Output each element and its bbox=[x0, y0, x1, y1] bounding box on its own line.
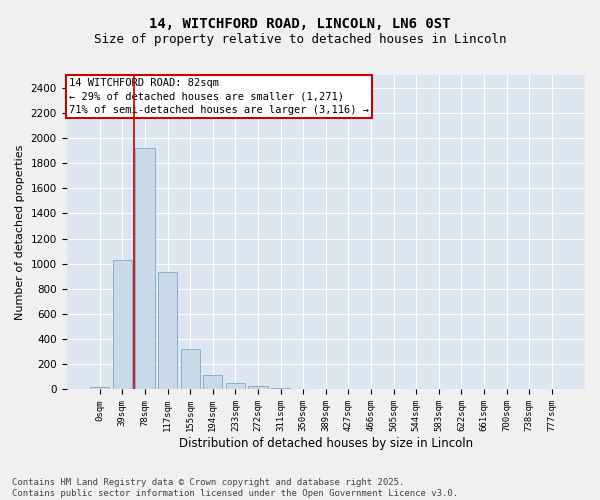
Bar bbox=[158, 272, 177, 390]
Text: 14, WITCHFORD ROAD, LINCOLN, LN6 0ST: 14, WITCHFORD ROAD, LINCOLN, LN6 0ST bbox=[149, 18, 451, 32]
Bar bbox=[226, 382, 245, 390]
Bar bbox=[203, 375, 223, 390]
Bar bbox=[136, 148, 155, 390]
Text: Contains HM Land Registry data © Crown copyright and database right 2025.
Contai: Contains HM Land Registry data © Crown c… bbox=[12, 478, 458, 498]
Bar bbox=[248, 386, 268, 390]
Bar bbox=[271, 388, 290, 390]
X-axis label: Distribution of detached houses by size in Lincoln: Distribution of detached houses by size … bbox=[179, 437, 473, 450]
Bar bbox=[90, 387, 109, 390]
Y-axis label: Number of detached properties: Number of detached properties bbox=[15, 144, 25, 320]
Text: 14 WITCHFORD ROAD: 82sqm
← 29% of detached houses are smaller (1,271)
71% of sem: 14 WITCHFORD ROAD: 82sqm ← 29% of detach… bbox=[69, 78, 369, 114]
Bar bbox=[113, 260, 132, 390]
Bar bbox=[181, 348, 200, 390]
Text: Size of property relative to detached houses in Lincoln: Size of property relative to detached ho… bbox=[94, 32, 506, 46]
